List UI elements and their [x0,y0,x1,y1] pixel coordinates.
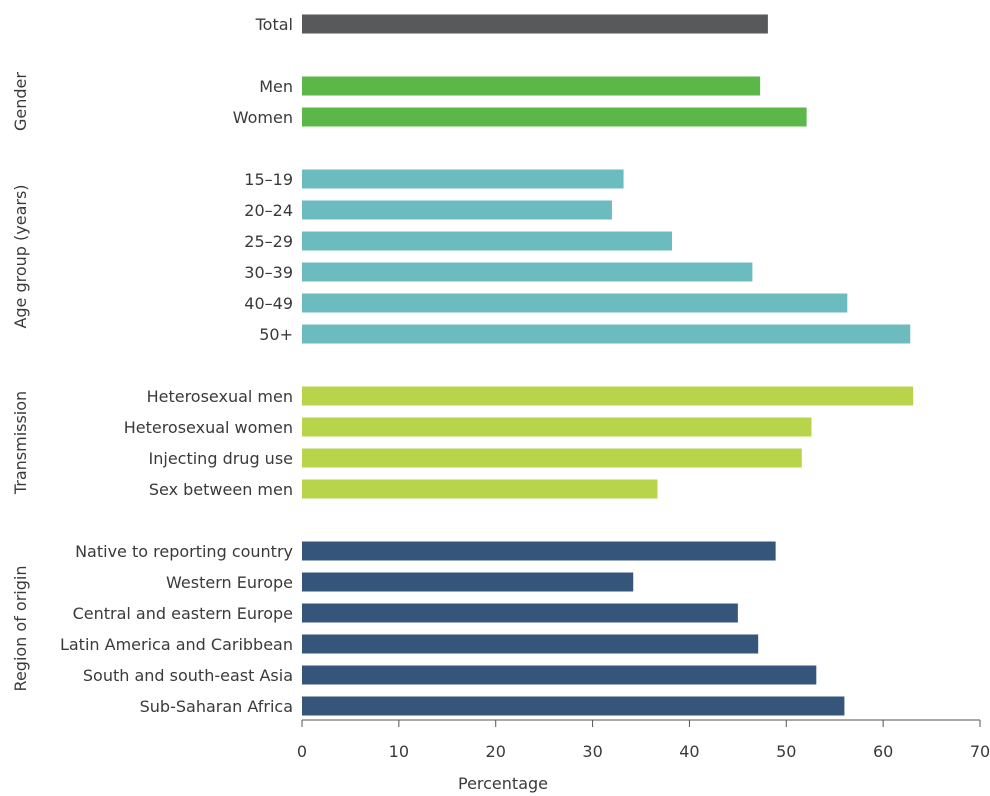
category-label: Women [233,108,293,127]
category-label: Western Europe [166,573,293,592]
category-label: Native to reporting country [75,542,293,561]
x-tick-label: 60 [873,742,893,761]
x-tick-label: 40 [679,742,699,761]
x-tick-label: 10 [389,742,409,761]
bar [302,169,624,189]
category-label: 20–24 [244,201,293,220]
bar [302,386,914,406]
category-label: Sex between men [149,480,293,499]
bar [302,107,807,127]
group-label: Gender [11,72,30,131]
group-label: Region of origin [11,566,30,692]
bar [302,293,848,313]
category-label: Sub-Saharan Africa [140,697,293,716]
category-label: 40–49 [244,294,293,313]
category-label: Heterosexual men [147,387,293,406]
bar [302,479,658,499]
group-label: Transmission [11,391,30,495]
x-tick-label: 20 [486,742,506,761]
category-label: 30–39 [244,263,293,282]
bar [302,696,845,716]
x-tick-label: 30 [582,742,602,761]
x-axis-ticks: 0 10 20 30 40 50 60 70 [297,720,990,761]
category-label: South and south-east Asia [83,666,293,685]
bar [302,262,753,282]
bar [302,634,759,654]
bar [302,448,802,468]
category-label: Latin America and Caribbean [60,635,293,654]
bar [302,603,738,623]
category-label: Total [255,15,293,34]
category-label: Central and eastern Europe [73,604,293,623]
bar [302,417,812,437]
bar [302,665,817,685]
category-label: Injecting drug use [149,449,293,468]
bar [302,572,634,592]
bar [302,200,612,220]
category-label: 25–29 [244,232,293,251]
category-labels: Total Men Women 15–19 20–24 25–29 30–39 40–49 50… [60,15,293,716]
bar [302,14,768,34]
group-label: Age group (years) [11,184,30,328]
x-tick-label: 50 [776,742,796,761]
x-axis-title: Percentage [458,774,548,793]
category-label: Men [259,77,293,96]
x-tick-label: 70 [970,742,990,761]
bar [302,541,776,561]
category-label: 50+ [259,325,293,344]
category-label: 15–19 [244,170,293,189]
group-labels: Gender Age group (years) Transmission Regio… [11,72,30,692]
bar [302,231,672,251]
bar [302,324,911,344]
x-axis: 0 10 20 30 40 50 60 70 [297,719,990,761]
bars-layer [302,14,914,716]
category-label: Heterosexual women [124,418,293,437]
bar [302,76,761,96]
x-tick-label: 0 [297,742,307,761]
